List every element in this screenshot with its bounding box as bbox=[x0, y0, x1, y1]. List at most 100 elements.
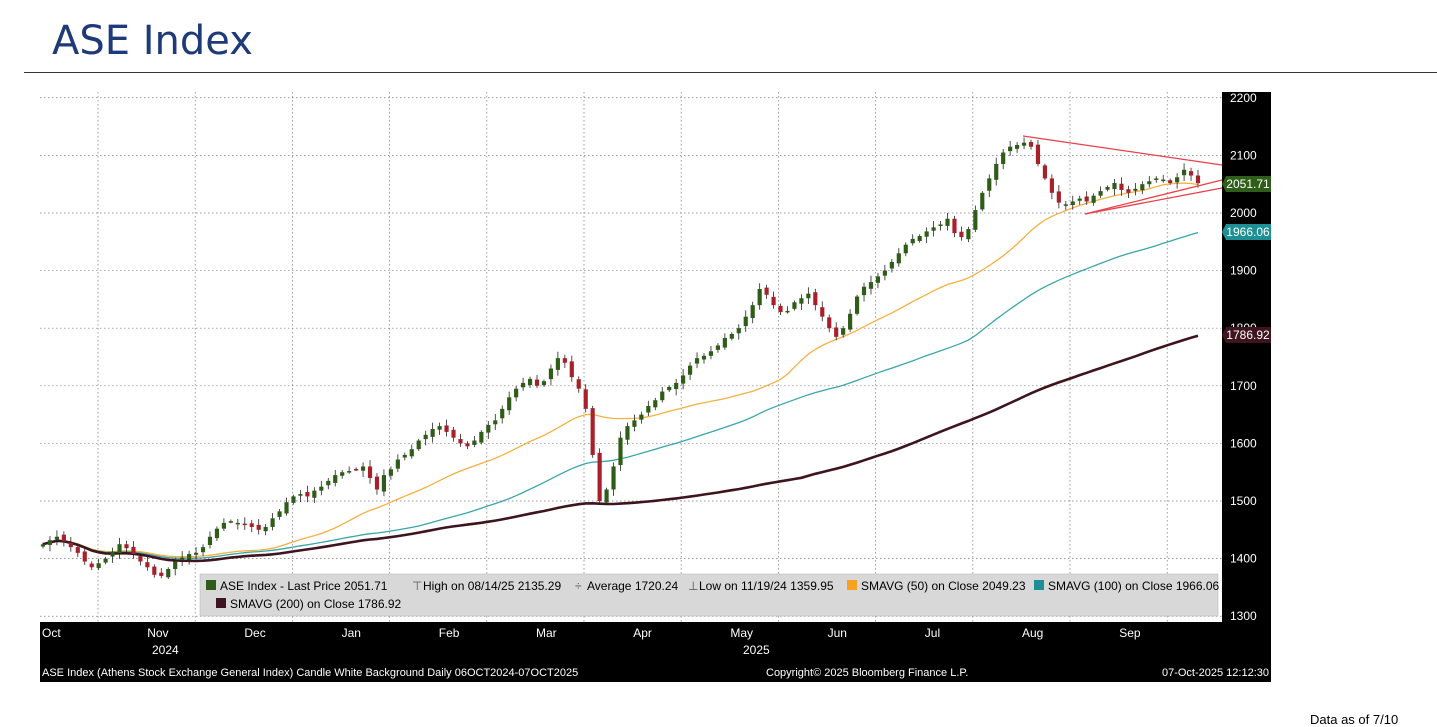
candle bbox=[820, 301, 825, 322]
candle bbox=[1001, 149, 1006, 170]
candle-body bbox=[548, 368, 554, 380]
candle-body bbox=[1042, 165, 1048, 179]
candle bbox=[757, 283, 762, 310]
candle bbox=[312, 487, 317, 503]
candle bbox=[242, 517, 247, 530]
candle-body bbox=[736, 328, 741, 334]
candle-body bbox=[138, 556, 143, 562]
candle bbox=[298, 490, 303, 503]
candle-body bbox=[848, 313, 853, 330]
candle-body bbox=[1028, 142, 1034, 147]
candle bbox=[799, 294, 804, 310]
candle-body bbox=[82, 551, 87, 562]
candle-body bbox=[952, 218, 957, 234]
candle-body bbox=[1077, 198, 1082, 201]
y-tick-label: 1900 bbox=[1230, 264, 1257, 278]
candle-body bbox=[1056, 191, 1061, 203]
candle bbox=[166, 567, 171, 580]
candle-body bbox=[966, 229, 971, 240]
candle bbox=[1028, 139, 1034, 150]
candle bbox=[193, 547, 199, 560]
x-month-label: Oct bbox=[42, 626, 61, 640]
candle-body bbox=[820, 307, 825, 317]
candle bbox=[806, 287, 811, 304]
candle-body bbox=[444, 425, 449, 432]
candle-body bbox=[694, 358, 700, 364]
x-axis: Oct Nov Dec Jan Feb Mar Apr May Jun Jul Aug Sep 2024… bbox=[42, 626, 1141, 657]
resistance-trendline bbox=[1022, 135, 1223, 166]
candle-body bbox=[618, 437, 623, 466]
candle-body bbox=[973, 210, 978, 230]
candle bbox=[388, 466, 393, 480]
candle-body bbox=[945, 218, 950, 226]
candle bbox=[722, 333, 727, 350]
candle-body bbox=[799, 298, 804, 304]
candle bbox=[187, 550, 192, 565]
candle bbox=[493, 414, 498, 431]
candle bbox=[764, 284, 769, 299]
candle bbox=[221, 518, 226, 531]
candle-body bbox=[1119, 183, 1124, 190]
candle-body bbox=[402, 454, 407, 458]
candle-body bbox=[500, 408, 505, 419]
candle bbox=[555, 351, 560, 376]
candle-body bbox=[1063, 204, 1068, 206]
candle-body bbox=[1098, 191, 1103, 196]
candle bbox=[750, 301, 755, 324]
candle-body bbox=[347, 471, 352, 473]
candle-body bbox=[834, 327, 839, 337]
candle bbox=[743, 310, 748, 332]
candle-body bbox=[40, 544, 46, 547]
candle-body bbox=[980, 192, 985, 210]
candle-body bbox=[1154, 178, 1159, 180]
candle-body bbox=[395, 459, 400, 469]
candle bbox=[228, 519, 233, 524]
candle bbox=[207, 531, 213, 549]
candle bbox=[729, 332, 734, 341]
candle-body bbox=[1035, 144, 1041, 165]
candle bbox=[381, 469, 387, 497]
candle-body bbox=[910, 238, 915, 244]
y-tick-label: 2100 bbox=[1230, 148, 1257, 162]
candle-body bbox=[757, 289, 762, 306]
candles bbox=[40, 137, 1201, 580]
candle bbox=[1084, 191, 1089, 205]
candle-body bbox=[326, 480, 331, 486]
candle bbox=[527, 376, 533, 388]
candle bbox=[611, 462, 616, 496]
candle-body bbox=[1015, 145, 1020, 149]
candle bbox=[507, 391, 512, 415]
candle bbox=[1112, 178, 1117, 196]
candle-body bbox=[367, 466, 373, 478]
candle-body bbox=[792, 302, 797, 309]
candle bbox=[131, 541, 136, 559]
candle bbox=[1070, 195, 1075, 210]
candle-body bbox=[1105, 187, 1110, 190]
candle-body bbox=[611, 466, 616, 490]
candle-body bbox=[708, 351, 714, 356]
title-divider bbox=[24, 72, 1437, 73]
candle bbox=[952, 215, 957, 238]
candle bbox=[827, 314, 832, 333]
candle bbox=[319, 480, 324, 496]
candle bbox=[354, 467, 359, 472]
candle-body bbox=[1133, 188, 1138, 191]
candle-body bbox=[541, 381, 547, 386]
candle bbox=[75, 544, 80, 557]
candle-body bbox=[604, 489, 609, 503]
y-tick-label: 1400 bbox=[1230, 552, 1257, 566]
candle bbox=[736, 324, 741, 340]
candle-body bbox=[917, 236, 922, 241]
candle bbox=[994, 157, 999, 186]
candle bbox=[347, 466, 352, 474]
candle-body bbox=[507, 397, 512, 411]
sma200-tag-text: 1786.92 bbox=[1226, 328, 1270, 342]
candle-body bbox=[291, 496, 296, 503]
candle-body bbox=[381, 475, 387, 492]
candle bbox=[479, 430, 484, 445]
candle-body bbox=[416, 440, 421, 450]
candle bbox=[200, 544, 206, 557]
candle bbox=[54, 530, 60, 546]
candle-body bbox=[124, 544, 129, 549]
candle-body bbox=[437, 426, 442, 430]
